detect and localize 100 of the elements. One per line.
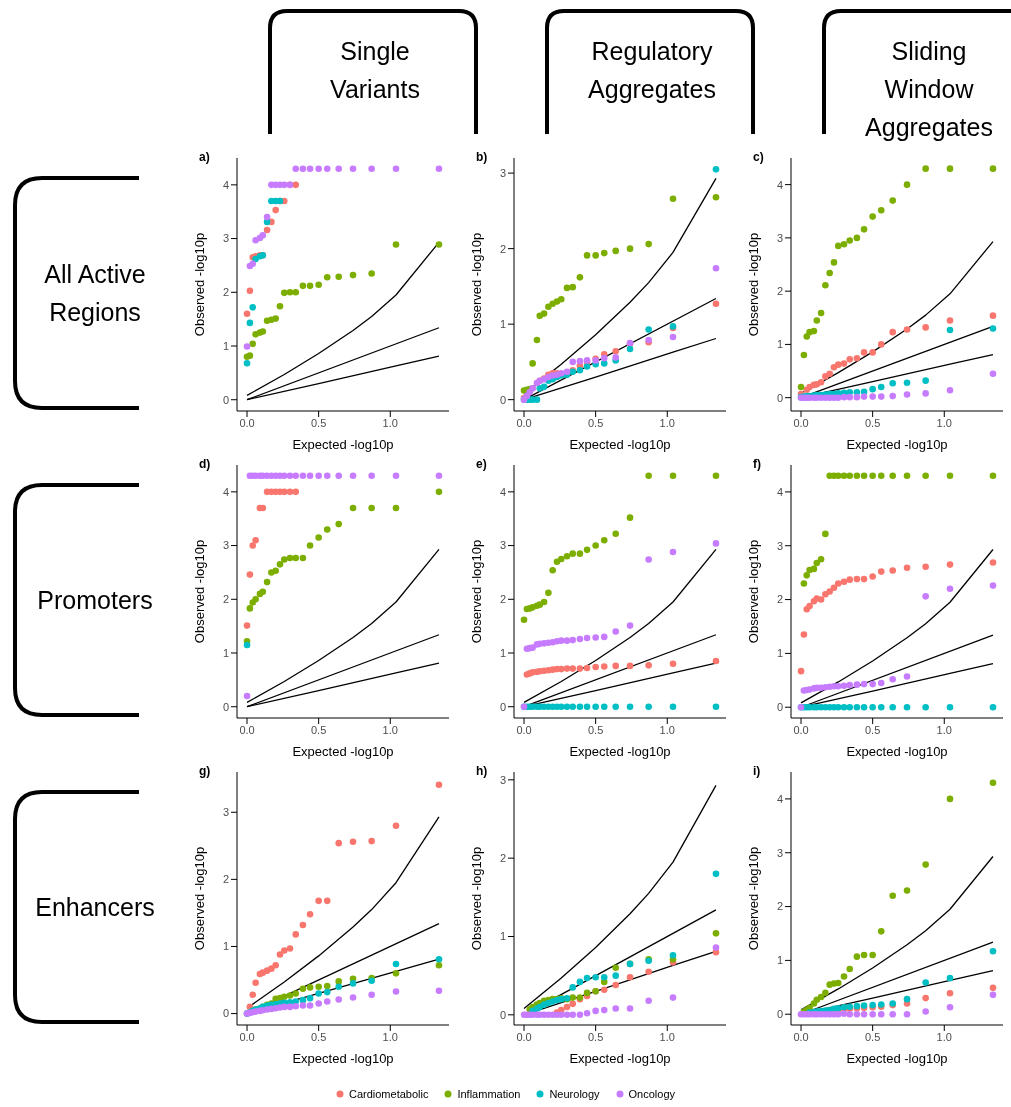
y-tick-label: 1 [222,646,229,659]
y-tick-label: 4 [776,485,783,498]
y-tick-label: 0 [499,393,506,406]
y-tick-label: 0 [222,393,229,406]
chart-title: a) [199,150,210,164]
y-tick-label: 4 [776,792,783,805]
y-tick-label: 1 [222,940,229,953]
y-tick-label: 3 [499,773,506,786]
x-tick-label: 0.5 [311,723,327,736]
x-tick-label: 0.0 [516,1030,532,1043]
chart-title: b) [476,150,488,164]
y-tick-label: 1 [776,647,783,660]
chart-title: g) [199,764,211,778]
y-tick-label: 0 [776,701,783,714]
chart-title: d) [199,457,211,471]
x-tick-label: 0.0 [793,1030,809,1043]
legend-label: Neurology [549,1088,600,1100]
y-axis-title: Observed -log10p [468,232,484,337]
y-tick-label: 3 [222,232,229,245]
x-tick-label: 0.5 [588,416,604,429]
x-tick-label: 0.5 [588,723,604,736]
x-tick-label: 0.0 [239,723,255,736]
chart-title: h) [476,764,488,778]
x-tick-label: 1.0 [936,1030,952,1043]
y-tick-label: 1 [776,954,783,967]
y-tick-label: 2 [499,852,506,865]
x-tick-label: 0.5 [865,416,881,429]
x-tick-label: 1.0 [936,723,952,736]
y-axis-title: Observed -log10p [745,232,761,337]
chart-title: f) [753,457,761,471]
y-tick-label: 0 [222,1007,229,1020]
y-tick-label: 0 [776,391,783,404]
x-axis-title: Expected -log10p [569,1051,671,1066]
x-tick-label: 0.0 [793,416,809,429]
x-tick-label: 1.0 [659,1030,675,1043]
y-tick-label: 2 [776,900,783,913]
x-tick-label: 1.0 [659,416,675,429]
text: Sliding Window Aggregates [864,36,994,143]
x-axis-title: Expected -log10p [569,437,671,452]
chart-title: e) [476,457,487,471]
x-tick-label: 0.5 [588,1030,604,1043]
x-axis-title: Expected -log10p [846,744,948,759]
y-tick-label: 2 [222,286,229,299]
y-tick-label: 0 [499,1008,506,1021]
x-tick-label: 0.0 [239,1030,255,1043]
legend-label: Inflammation [457,1088,521,1100]
y-axis-title: Observed -log10p [191,846,207,951]
text: Promoters [36,585,154,616]
y-tick-label: 3 [222,806,229,819]
legend-label: Oncology [628,1088,676,1100]
y-tick-label: 3 [499,539,506,552]
x-axis-title: Expected -log10p [292,437,394,452]
y-tick-label: 4 [499,485,506,498]
y-tick-label: 3 [776,231,783,244]
y-axis-title: Observed -log10p [745,846,761,951]
x-tick-label: 0.5 [865,723,881,736]
x-tick-label: 0.0 [516,723,532,736]
y-axis-title: Observed -log10p [468,539,484,644]
legend-label: Cardiometabolic [348,1088,429,1100]
y-tick-label: 1 [499,930,506,943]
y-tick-label: 2 [499,593,506,606]
x-axis-title: Expected -log10p [569,744,671,759]
x-tick-label: 1.0 [382,723,398,736]
text: All Active Regions [43,259,147,328]
y-tick-label: 1 [776,338,783,351]
text: Regulatory Aggregates [587,36,717,105]
y-tick-label: 2 [499,242,506,255]
x-tick-label: 1.0 [382,416,398,429]
x-axis-title: Expected -log10p [846,437,948,452]
y-tick-label: 3 [776,846,783,859]
chart-title: c) [753,150,764,164]
x-tick-label: 0.0 [793,723,809,736]
y-tick-label: 2 [776,593,783,606]
y-tick-label: 1 [222,339,229,352]
y-tick-label: 4 [222,485,229,498]
y-tick-label: 1 [499,646,506,659]
text: Enhancers [34,892,156,923]
x-tick-label: 1.0 [936,416,952,429]
y-axis-title: Observed -log10p [468,846,484,951]
y-tick-label: 1 [499,318,506,331]
y-axis-title: Observed -log10p [745,539,761,644]
y-tick-label: 3 [776,539,783,552]
x-axis-title: Expected -log10p [292,1051,394,1066]
y-tick-label: 0 [776,1008,783,1021]
y-axis-title: Observed -log10p [191,232,207,337]
x-tick-label: 0.0 [239,416,255,429]
y-tick-label: 2 [222,593,229,606]
x-tick-label: 0.0 [516,416,532,429]
y-axis-title: Observed -log10p [191,539,207,644]
y-tick-label: 3 [499,167,506,180]
x-tick-label: 0.5 [311,416,327,429]
x-tick-label: 0.5 [865,1030,881,1043]
y-tick-label: 3 [222,539,229,552]
text: Single Variants [329,36,421,105]
x-tick-label: 1.0 [659,723,675,736]
chart-title: i) [753,764,761,778]
x-tick-label: 1.0 [382,1030,398,1043]
y-tick-label: 4 [222,178,229,191]
y-tick-label: 2 [222,873,229,886]
y-tick-label: 0 [499,700,506,713]
